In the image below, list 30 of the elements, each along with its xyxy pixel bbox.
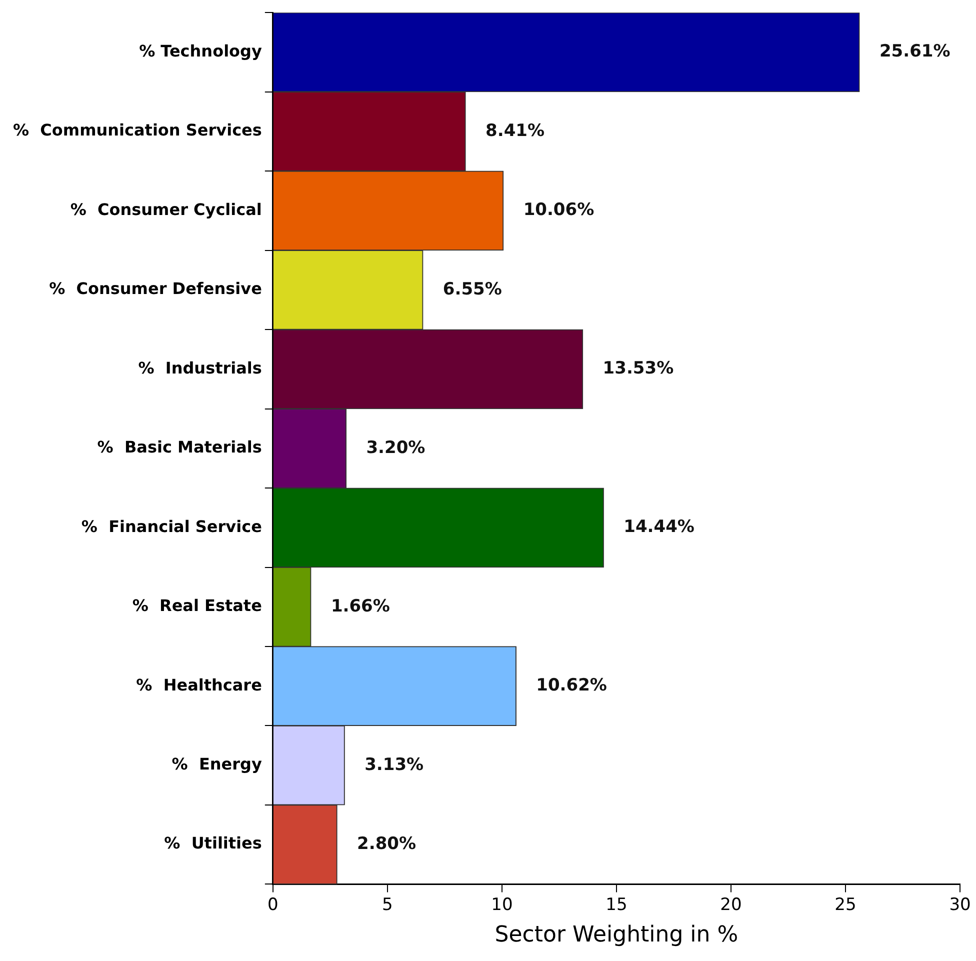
x-tick-label: 0 <box>268 894 278 915</box>
data-label: 10.06% <box>523 200 594 220</box>
x-tick-label: 5 <box>382 894 393 915</box>
data-label: 13.53% <box>602 358 674 379</box>
data-label: 6.55% <box>442 279 502 300</box>
data-label: 1.66% <box>330 596 390 616</box>
y-tick-label: % Technology <box>139 41 262 60</box>
x-tick-label: 20 <box>720 894 742 915</box>
y-tick-label: % Consumer Defensive <box>49 279 262 298</box>
y-tick-label: % Industrials <box>138 358 262 378</box>
y-tick-label: % Basic Materials <box>97 438 262 457</box>
y-tick-label: % Financial Service <box>81 516 262 536</box>
y-tick-label: % Consumer Cyclical <box>70 200 262 219</box>
y-tick-label: % Communication Services <box>13 120 262 140</box>
data-label: 2.80% <box>357 834 416 854</box>
x-axis-title: Sector Weighting in % <box>494 922 738 948</box>
data-label: 8.41% <box>486 120 545 141</box>
x-tick-label: 10 <box>491 894 513 915</box>
y-tick-label: % Healthcare <box>136 675 262 694</box>
y-tick-label: % Utilities <box>164 834 262 853</box>
y-tick-label: % Energy <box>172 754 262 774</box>
x-tick-label: 30 <box>949 894 971 915</box>
x-tick-label: 25 <box>834 894 856 915</box>
y-tick-label: % Real Estate <box>132 596 262 616</box>
x-tick-label: 15 <box>606 894 628 915</box>
data-label: 14.44% <box>624 517 694 538</box>
data-label: 3.13% <box>364 754 424 775</box>
data-label: 25.61% <box>879 42 950 62</box>
data-label: 10.62% <box>536 676 607 696</box>
data-label: 3.20% <box>366 438 426 458</box>
